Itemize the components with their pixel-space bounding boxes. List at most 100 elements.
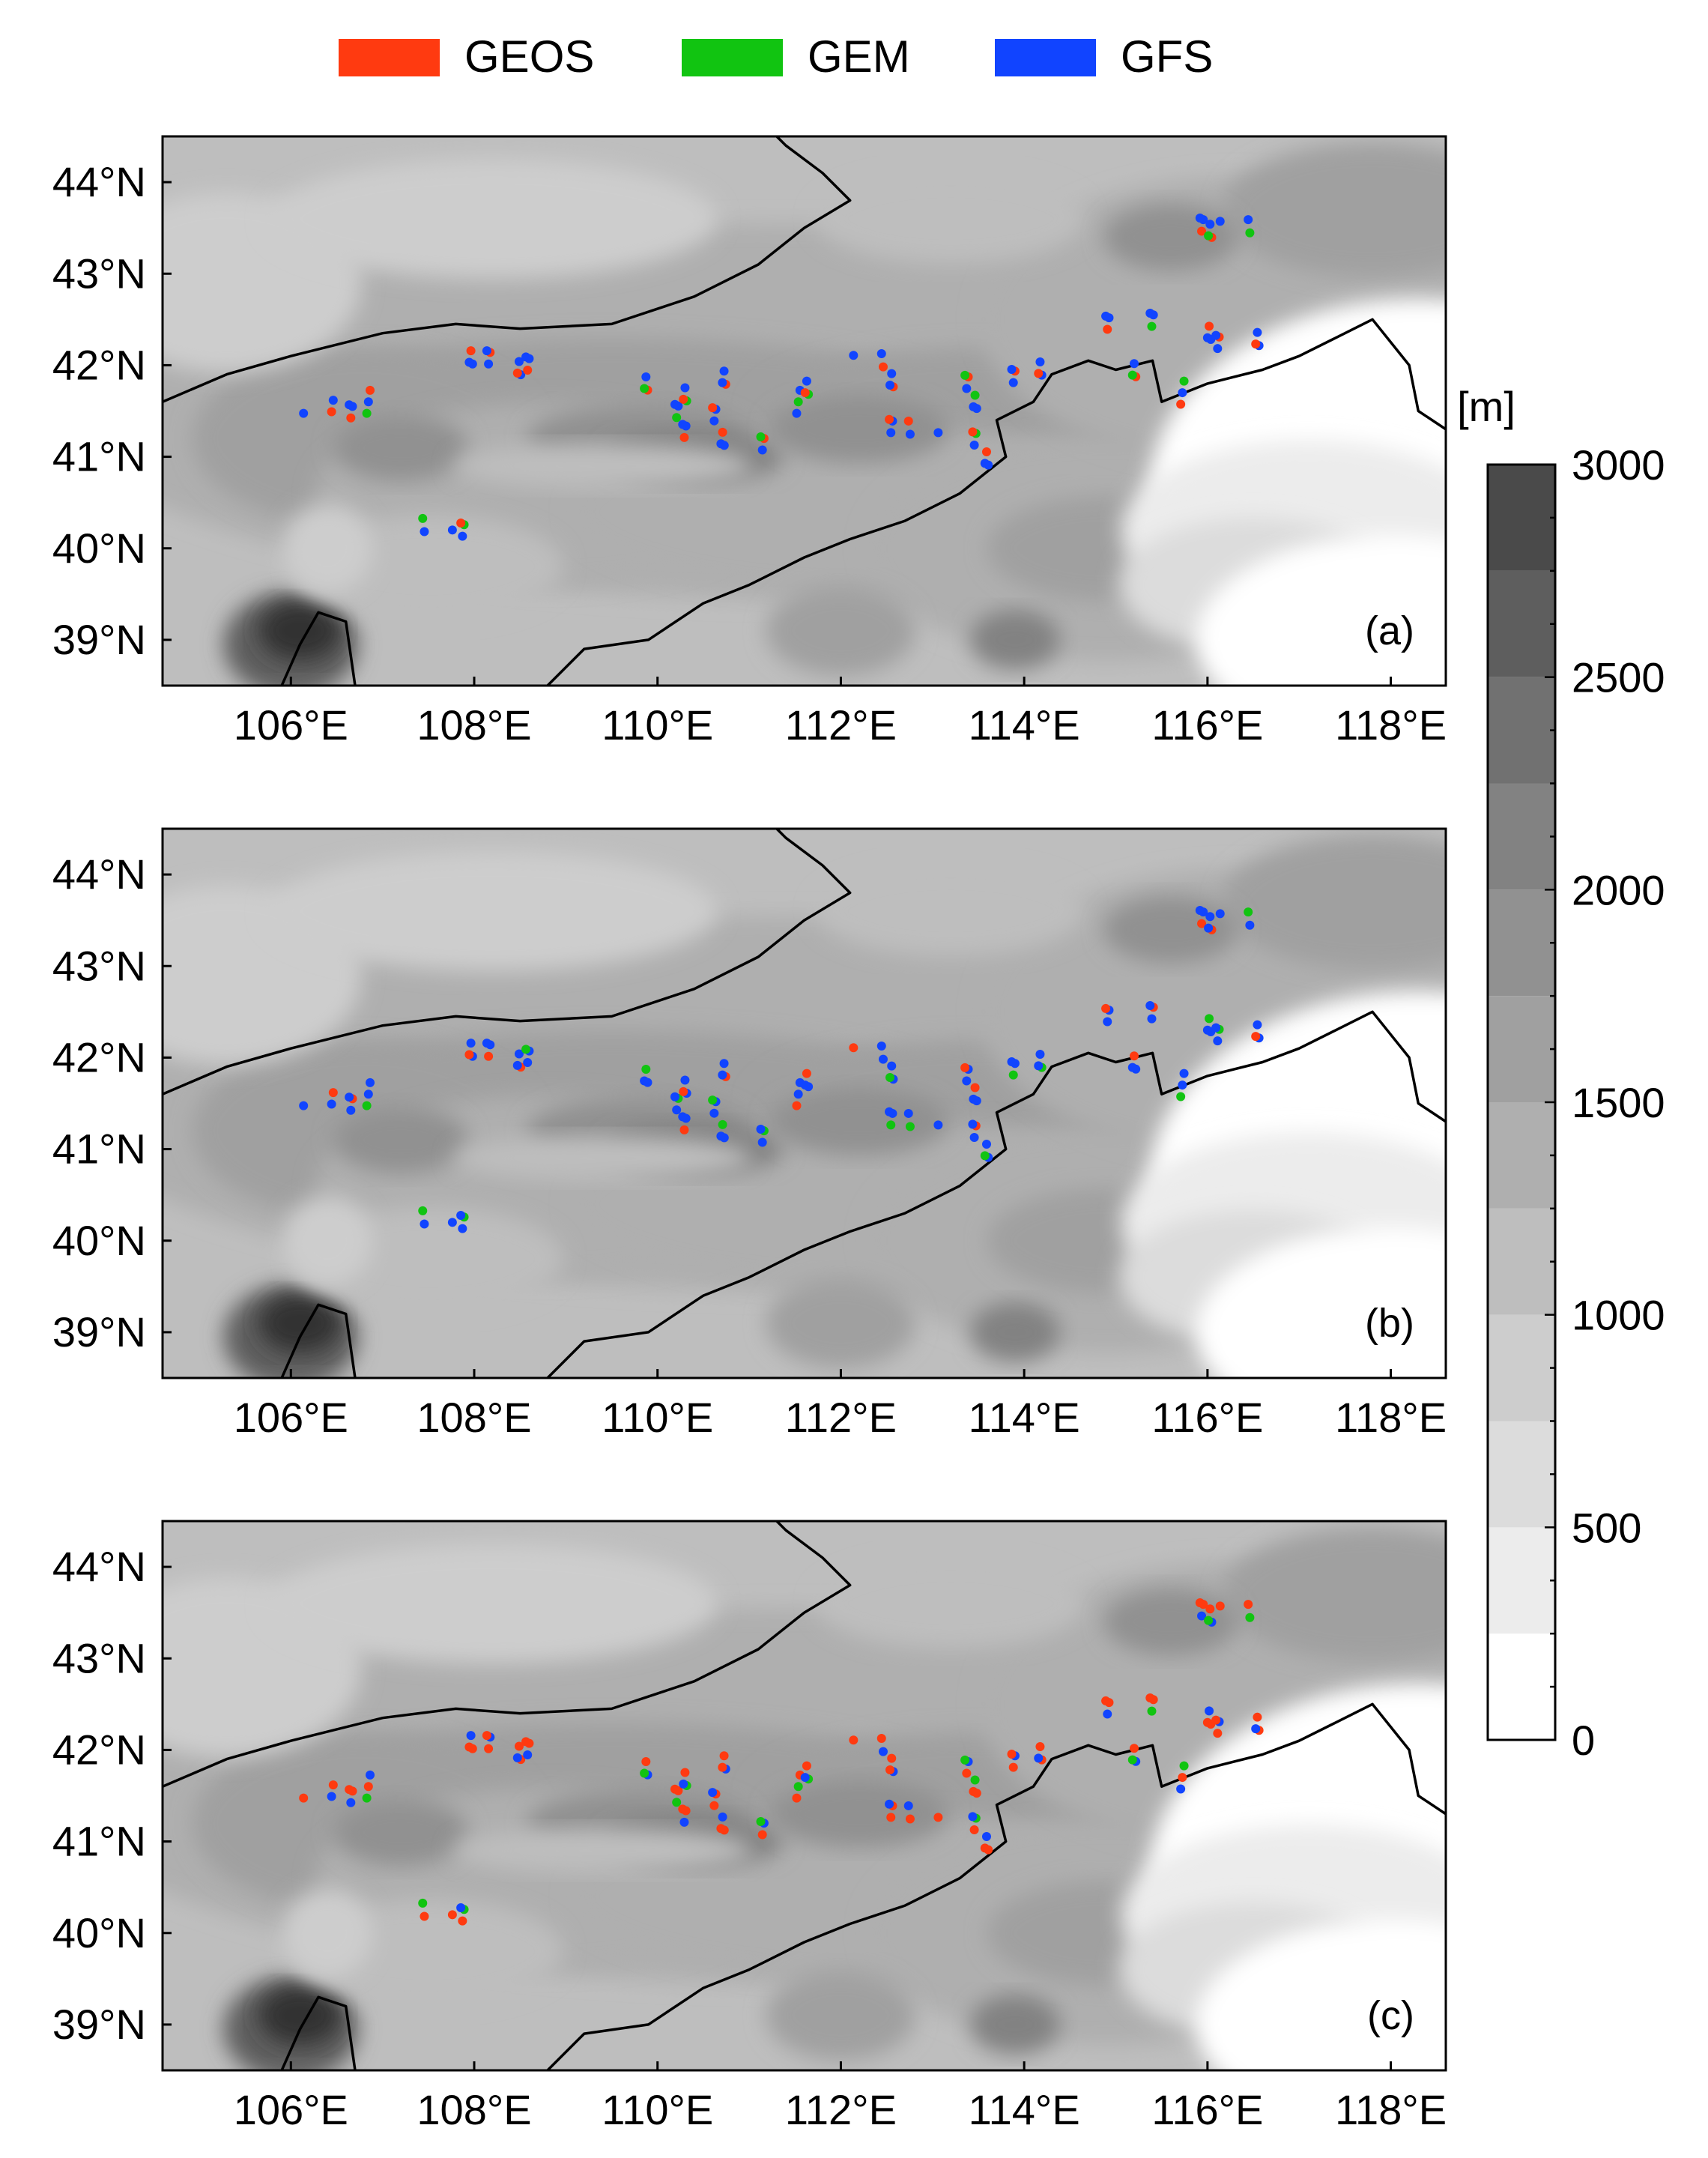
site-marker	[327, 407, 336, 417]
site-marker	[1204, 231, 1214, 241]
site-marker	[1176, 399, 1186, 409]
lat-tick-label: 39°N	[52, 616, 146, 663]
site-marker	[719, 1751, 729, 1761]
colorbar-band	[1488, 1633, 1555, 1740]
colorbar-band	[1488, 1314, 1555, 1421]
colorbar-ticks: 3000 2500 2000 1500 1000 500 0	[1545, 441, 1665, 1764]
map-frame	[161, 827, 1447, 1379]
lon-tick-label: 118°E	[1335, 2086, 1447, 2133]
lat-tick-label: 39°N	[52, 2001, 146, 2048]
site-marker	[456, 519, 466, 528]
site-marker	[1204, 1616, 1214, 1625]
site-marker	[1147, 1706, 1157, 1716]
lat-tick-label: 42°N	[52, 341, 146, 388]
site-marker	[1205, 1604, 1215, 1614]
site-marker	[1244, 215, 1253, 225]
site-marker	[849, 1043, 858, 1053]
lat-tick-label: 42°N	[52, 1726, 146, 1773]
site-marker	[1035, 357, 1045, 367]
site-marker	[1202, 333, 1212, 342]
panel-label: (c)	[1367, 1993, 1414, 2038]
site-marker	[792, 408, 802, 418]
site-marker	[709, 1801, 719, 1810]
map-plot-area	[163, 136, 1446, 686]
site-marker	[960, 1063, 970, 1072]
site-marker	[1178, 388, 1187, 398]
site-marker	[719, 1059, 729, 1069]
colorbar-band	[1488, 570, 1555, 677]
site-marker	[420, 527, 429, 537]
site-marker	[1034, 1753, 1044, 1763]
border-line	[546, 1702, 1446, 2070]
site-marker	[672, 413, 682, 423]
colorbar-tick-label: 3000	[1572, 441, 1665, 489]
site-marker	[299, 1101, 309, 1110]
site-marker	[802, 376, 811, 386]
site-marker	[1205, 1706, 1214, 1716]
site-marker	[905, 1814, 915, 1824]
terrain-patch	[333, 414, 469, 482]
site-marker	[484, 1051, 494, 1061]
site-marker	[362, 408, 372, 418]
terrain-patch	[282, 503, 373, 593]
map-panel-a: (a) 44°N43°N42°N41°N40°N39°N 106°E 108°E 1…	[52, 135, 1447, 749]
lon-tick-label: 112°E	[785, 701, 897, 749]
site-marker	[523, 1058, 533, 1068]
legend: GEOS GEM GFS	[339, 31, 1213, 82]
site-marker	[905, 429, 915, 439]
site-marker	[464, 357, 474, 367]
site-marker	[456, 1903, 466, 1913]
lat-tick-label: 40°N	[52, 525, 146, 572]
site-marker	[1145, 1001, 1155, 1011]
site-marker	[1213, 1036, 1223, 1046]
terrain-patch	[969, 1994, 1060, 2055]
site-marker	[1147, 321, 1157, 331]
site-marker	[876, 1734, 886, 1744]
site-marker	[981, 447, 991, 456]
site-markers	[299, 1598, 1264, 1926]
site-marker	[670, 1784, 679, 1794]
site-marker	[718, 1812, 727, 1822]
site-marker	[514, 1741, 524, 1751]
site-marker	[1034, 1061, 1044, 1071]
terrain-patch	[267, 850, 718, 971]
site-marker	[363, 397, 373, 407]
site-marker	[887, 369, 897, 378]
lat-tick-label: 42°N	[52, 1033, 146, 1080]
terrain-patch	[1223, 1526, 1446, 1662]
site-marker	[1103, 1017, 1112, 1027]
site-marker	[466, 1039, 476, 1048]
terrain-shading	[163, 136, 1446, 686]
site-marker	[1245, 228, 1255, 238]
terrain-patch	[333, 1798, 469, 1867]
site-marker	[420, 1219, 429, 1229]
site-marker	[885, 414, 894, 424]
site-marker	[1245, 920, 1255, 930]
country-borders	[163, 829, 1446, 1378]
site-marker	[327, 1099, 336, 1109]
site-marker	[420, 1911, 429, 1921]
lon-tick-label: 106°E	[234, 2086, 348, 2133]
site-marker	[521, 1045, 531, 1054]
site-marker	[756, 1816, 766, 1826]
site-marker	[718, 1119, 727, 1129]
site-marker	[885, 381, 895, 390]
site-marker	[849, 1735, 858, 1745]
site-marker	[1251, 339, 1261, 349]
site-marker	[1204, 923, 1214, 933]
site-marker	[641, 1757, 651, 1767]
latitude-axis: 44°N 43°N 42°N 41°N 40°N 39°N	[52, 158, 172, 663]
site-marker	[1127, 370, 1137, 380]
terrain-patch	[816, 173, 1086, 264]
site-marker	[708, 403, 718, 413]
panel-label: (b)	[1365, 1301, 1414, 1346]
site-marker	[679, 1086, 688, 1096]
terrain-patch	[1196, 534, 1446, 686]
site-marker	[980, 459, 990, 468]
site-marker	[1179, 376, 1189, 386]
site-marker	[970, 1083, 980, 1092]
longitude-axis: 106°E 108°E 110°E 112°E 114°E 116°E 118°E	[234, 1369, 1447, 1441]
site-marker	[792, 1101, 802, 1110]
terrain-patch	[816, 865, 1086, 956]
site-markers	[299, 905, 1264, 1233]
